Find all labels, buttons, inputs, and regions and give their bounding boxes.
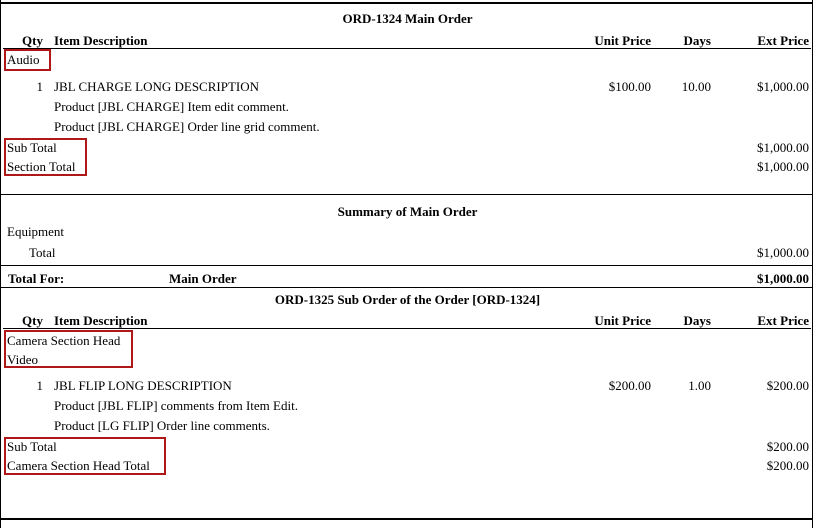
col-head-qty-1: Qty — [22, 33, 43, 48]
section-heading-audio: Audio — [7, 52, 40, 67]
line-description-2: JBL FLIP LONG DESCRIPTION — [54, 378, 232, 393]
col-head-unit-price-1: Unit Price — [594, 33, 651, 48]
section-total-value-2: $200.00 — [766, 458, 809, 473]
section-subtotal-value-1: $1,000.00 — [757, 140, 809, 155]
order-title-1: ORD-1324 Main Order — [342, 11, 473, 26]
line-ext-price-2: $200.00 — [766, 378, 809, 393]
section-subtotal-value-2: $200.00 — [766, 439, 809, 454]
line-qty-1: 1 — [36, 79, 44, 94]
summary-row-value-1: $1,000.00 — [757, 245, 809, 260]
line-days-2: 1.00 — [688, 378, 711, 393]
line-comment-2-1: Product [JBL FLIP] comments from Item Ed… — [54, 398, 298, 413]
col-head-description-1: Item Description — [54, 33, 148, 48]
col-head-days-2: Days — [683, 313, 711, 328]
line-comment-2-2: Product [LG FLIP] Order line comments. — [54, 418, 270, 433]
col-head-days-1: Days — [683, 33, 711, 48]
summary-top-rule — [1, 194, 812, 195]
section-total-label-2: Camera Section Head Total — [7, 458, 150, 473]
col-head-unit-price-2: Unit Price — [594, 313, 651, 328]
grand-total-label: Total For: — [8, 271, 65, 286]
section-subtotal-label-1: Sub Total — [7, 140, 57, 155]
section-heading-camera: Camera Section Head — [7, 333, 121, 348]
col-head-rule-1 — [3, 48, 811, 49]
line-description-1: JBL CHARGE LONG DESCRIPTION — [54, 79, 259, 94]
line-qty-2: 1 — [36, 378, 44, 393]
section-total-label-1: Section Total — [7, 159, 76, 174]
line-comment-1-1: Product [JBL CHARGE] Item edit comment. — [54, 99, 289, 114]
grand-total-value: $1,000.00 — [757, 271, 809, 286]
line-unit-price-1: $100.00 — [608, 79, 651, 94]
section-total-value-1: $1,000.00 — [757, 159, 809, 174]
grand-total-bottom-rule — [1, 287, 812, 288]
col-head-ext-price-2: Ext Price — [757, 313, 809, 328]
summary-group-label: Equipment — [7, 224, 65, 239]
grand-total-name: Main Order — [169, 271, 237, 286]
line-ext-price-1: $1,000.00 — [757, 79, 809, 94]
grand-total-top-rule — [1, 265, 812, 266]
summary-row-label-1: Total — [29, 245, 56, 260]
summary-title: Summary of Main Order — [337, 204, 478, 219]
col-head-rule-2 — [3, 328, 811, 329]
line-unit-price-2: $200.00 — [608, 378, 651, 393]
line-comment-1-2: Product [JBL CHARGE] Order line grid com… — [54, 119, 320, 134]
col-head-ext-price-1: Ext Price — [757, 33, 809, 48]
section-subtotal-label-2: Sub Total — [7, 439, 57, 454]
page-top-rule — [1, 2, 812, 4]
section-subheading-video: Video — [7, 352, 38, 367]
page-bottom-rule — [1, 518, 812, 520]
line-days-1: 10.00 — [681, 79, 711, 94]
col-head-qty-2: Qty — [22, 313, 43, 328]
col-head-description-2: Item Description — [54, 313, 148, 328]
order-title-2: ORD-1325 Sub Order of the Order [ORD-132… — [274, 292, 541, 307]
